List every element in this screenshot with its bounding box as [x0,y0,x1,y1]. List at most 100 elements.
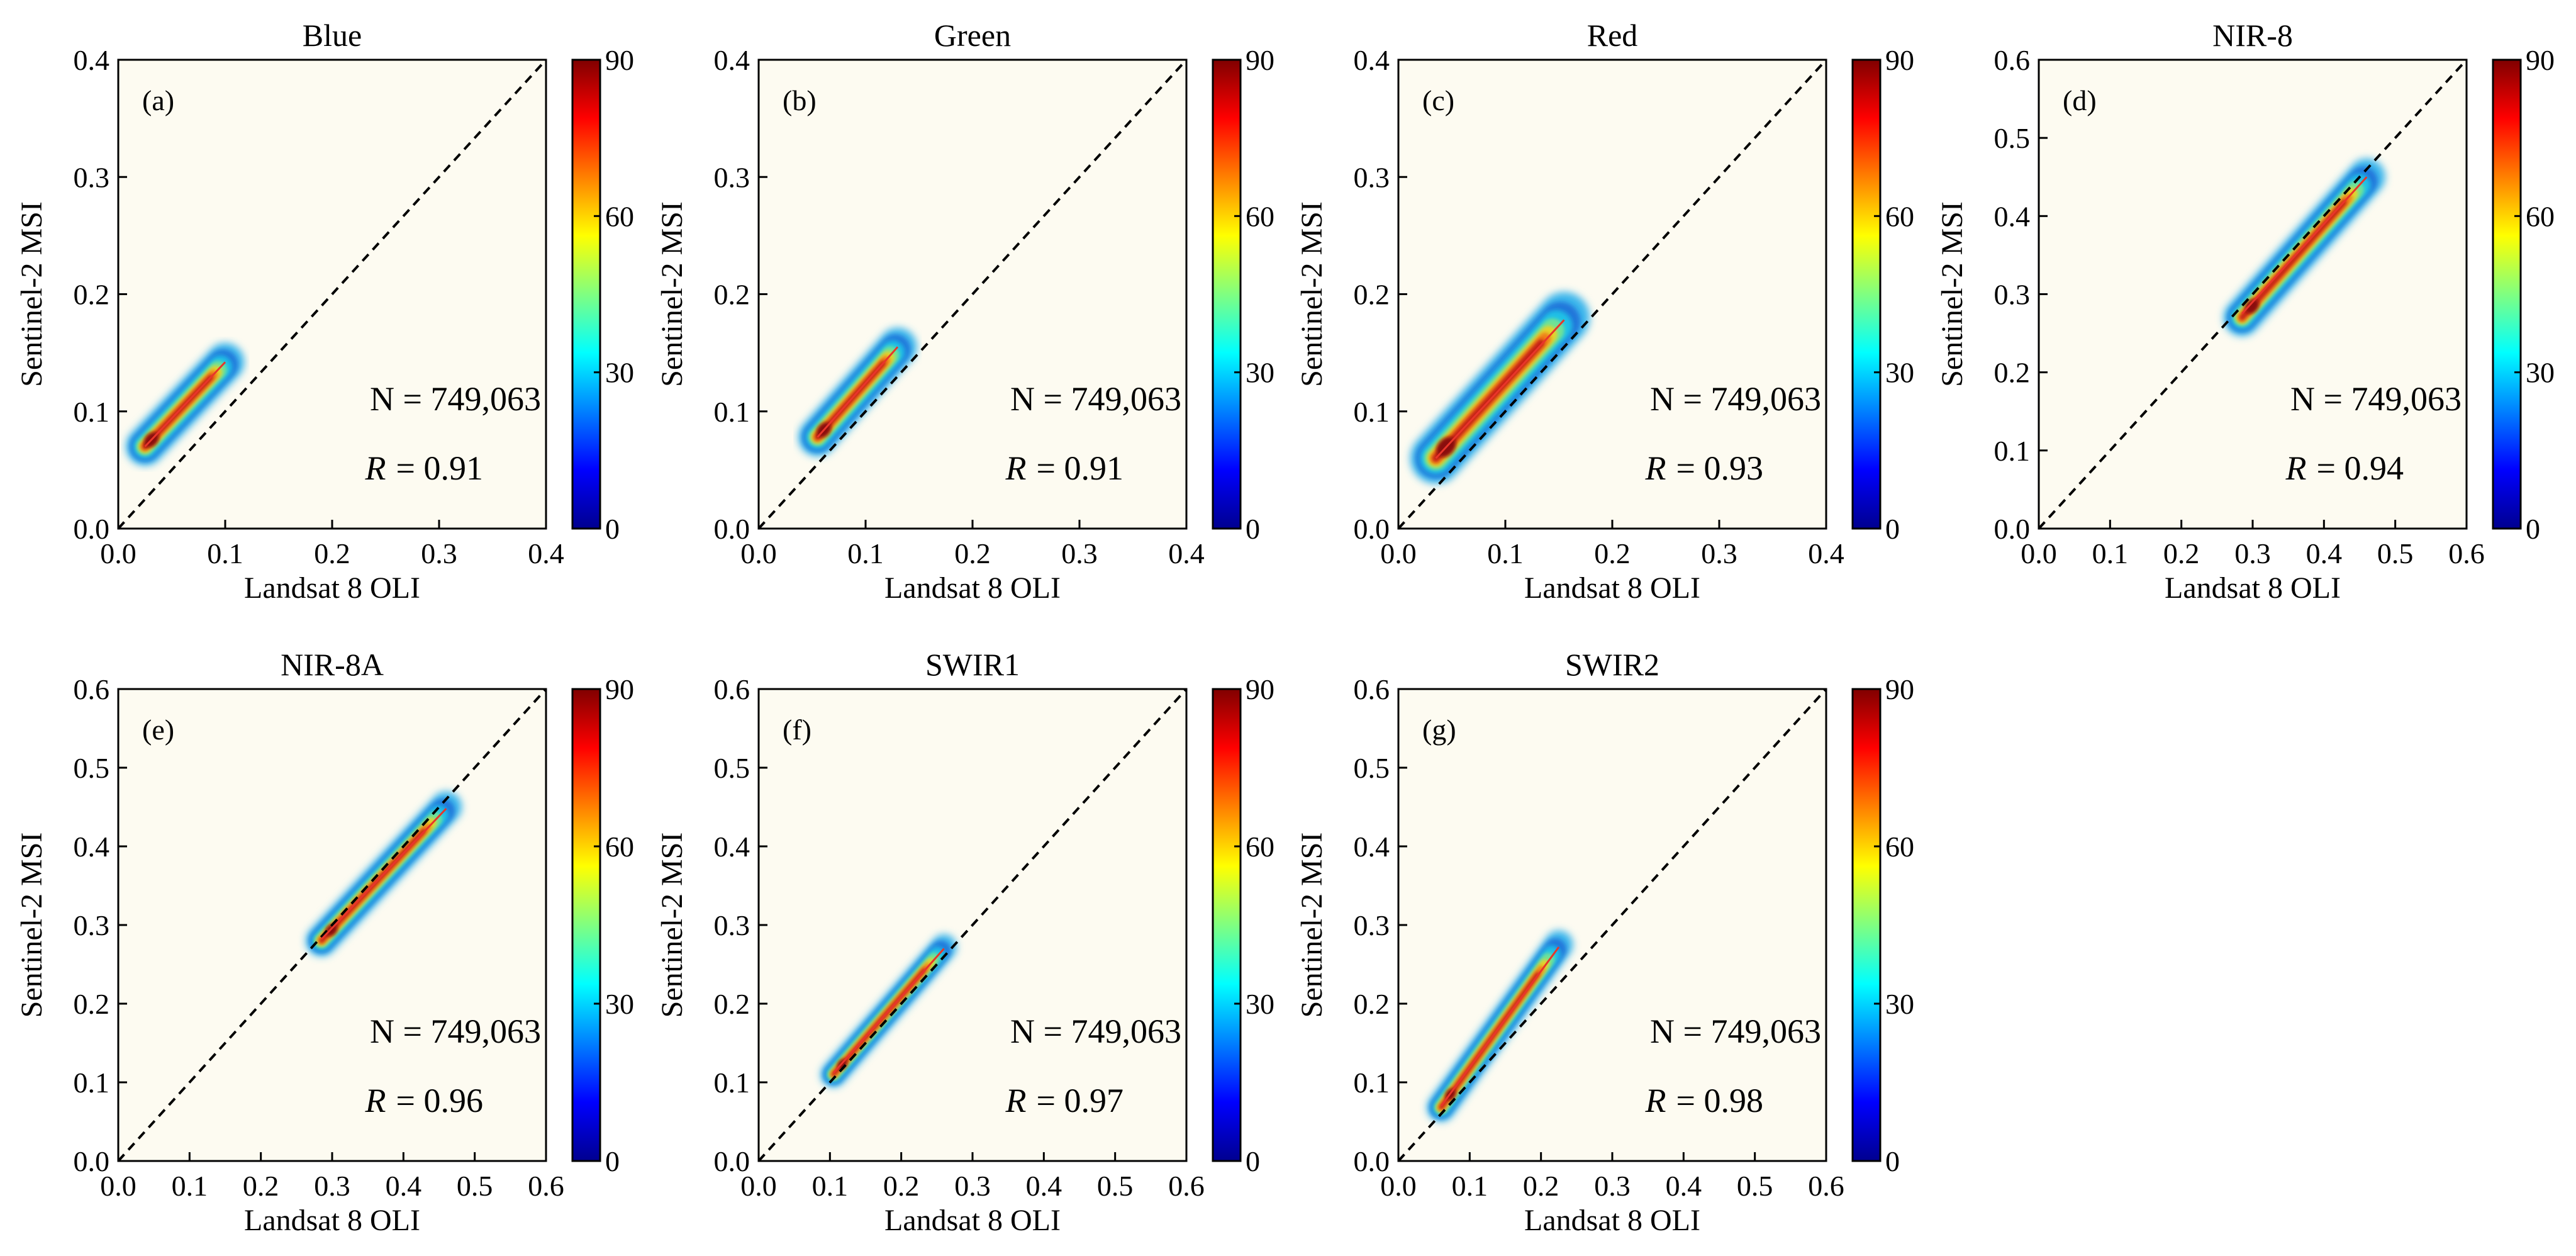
panel-c: 0.0 0.1 0.2 0.3 0.4 0.0 0.1 0.2 0.3 0.4 Red (c) Land… [1295,18,1914,605]
colorbar-tick-label: 60 [605,200,634,232]
one-to-one-line [1397,688,1827,1162]
colorbar-gradient [1851,688,1882,1162]
x-tick-label: 0.0 [1380,1170,1417,1202]
x-tick-label: 0.3 [421,537,457,569]
y-tick-label: 0.4 [714,44,750,76]
panel-label: (d) [2063,84,2097,116]
colorbar-tick-label: 60 [605,831,634,863]
colorbar-gradient [1212,688,1242,1162]
r-symbol: R [1645,1082,1666,1119]
x-tick-label: 0.2 [1594,537,1631,569]
r-symbol: R [1005,449,1027,487]
x-tick-label: 0.1 [1452,1170,1488,1202]
regression-line [1440,946,1560,1107]
panel-label: (a) [142,84,174,116]
panel-title: Green [934,18,1011,53]
x-tick-label: 0.2 [314,537,350,569]
colorbar-tick-label: 30 [605,357,634,389]
x-tick-label: 0.0 [100,1170,137,1202]
colorbar-tick-label: 0 [1246,1145,1260,1177]
y-tick-label: 0.5 [1354,752,1390,784]
y-tick-label: 0.1 [74,396,110,428]
colorbar-tick-label: 30 [2526,357,2555,389]
r-symbol: R [2285,449,2307,487]
one-to-one-line [1397,59,1827,530]
x-tick-label: 0.3 [1594,1170,1631,1202]
x-tick-label: 0.4 [386,1170,422,1202]
y-tick-label: 0.0 [714,1145,750,1177]
y-tick-label: 0.2 [1354,988,1390,1020]
density-core [2244,299,2259,314]
y-tick-label: 0.0 [1354,513,1390,545]
x-tick-label: 0.4 [1026,1170,1062,1202]
colorbar-tick-label: 90 [605,673,634,705]
colorbar-tick-label: 90 [1246,44,1274,76]
y-tick-label: 0.1 [1354,396,1390,428]
colorbar-tick-label: 90 [1246,673,1274,705]
colorbar-tick-label: 0 [1885,513,1900,545]
colorbar-tick-label: 60 [1885,200,1914,232]
panel-label: (c) [1422,84,1454,116]
r-annotation: R = 0.91 [1005,449,1124,487]
y-tick-label: 0.0 [714,513,750,545]
r-symbol: R [365,1082,386,1119]
r-value: = 0.96 [396,1082,483,1119]
x-axis-label: Landsat 8 OLI [884,1204,1061,1237]
x-tick-label: 0.3 [314,1170,350,1202]
y-tick-label: 0.1 [714,396,750,428]
colorbar: 0 30 60 90 [571,44,634,545]
x-tick-label: 0.6 [1168,1170,1205,1202]
x-axis-label: Landsat 8 OLI [884,571,1061,605]
panel-title: NIR-8A [281,647,384,682]
colorbar-tick-label: 60 [1246,831,1274,863]
colorbar-gradient [571,688,601,1162]
x-tick-label: 0.6 [2448,537,2485,569]
x-tick-label: 0.3 [2234,537,2271,569]
colorbar-tick-label: 0 [1246,513,1260,545]
x-tick-label: 0.6 [528,1170,564,1202]
colorbar-tick-label: 0 [605,513,620,545]
colorbar-tick-label: 90 [605,44,634,76]
regression-line [817,346,899,438]
x-axis-label: Landsat 8 OLI [244,571,420,605]
panel-e: 0.0 0.1 0.2 0.3 0.4 0.5 0.6 0.0 0.1 0.2 0.3 0.4 0.5 0… [15,647,634,1237]
x-tick-label: 0.0 [100,537,137,569]
r-value: = 0.97 [1037,1082,1124,1119]
y-tick-label: 0.4 [74,831,110,863]
panel-g: 0.0 0.1 0.2 0.3 0.4 0.5 0.6 0.0 0.1 0.2 0.3 0.4 0.5 0… [1295,647,1914,1237]
y-tick-label: 0.4 [1354,44,1390,76]
colorbar-tick-label: 90 [2526,44,2555,76]
y-tick-label: 0.5 [74,752,110,784]
colorbar-tick-label: 90 [1885,673,1914,705]
y-tick-label: 0.6 [74,673,110,705]
colorbar-tick-label: 30 [1246,357,1274,389]
colorbar-tick-label: 60 [1246,200,1274,232]
regression-line [832,948,945,1074]
x-tick-label: 0.2 [1523,1170,1559,1202]
x-tick-label: 0.6 [1808,1170,1844,1202]
y-axis-label: Sentinel-2 MSI [655,201,689,387]
y-tick-label: 0.2 [1994,357,2031,389]
y-tick-label: 0.3 [1354,909,1390,941]
panel-title: SWIR1 [925,647,1020,682]
y-tick-label: 0.6 [714,673,750,705]
x-tick-label: 0.3 [954,1170,991,1202]
y-tick-label: 0.1 [74,1067,110,1099]
x-tick-label: 0.1 [207,537,243,569]
colorbar: 0 30 60 90 [571,673,634,1177]
colorbar-tick-label: 30 [1885,357,1914,389]
y-tick-label: 0.3 [714,161,750,193]
colorbar: 0 30 60 90 [1212,673,1274,1177]
n-annotation: N = 749,063 [2290,380,2462,418]
n-annotation: N = 749,063 [370,380,541,418]
one-to-one-line [757,688,1188,1162]
x-tick-label: 0.1 [847,537,884,569]
x-tick-label: 0.4 [1808,537,1844,569]
colorbar-tick-label: 30 [605,988,634,1020]
y-axis-label: Sentinel-2 MSI [655,833,689,1018]
n-annotation: N = 749,063 [1010,1012,1181,1050]
y-tick-label: 0.3 [1994,279,2031,311]
r-value: = 0.98 [1676,1082,1763,1119]
y-tick-label: 0.1 [1354,1067,1390,1099]
